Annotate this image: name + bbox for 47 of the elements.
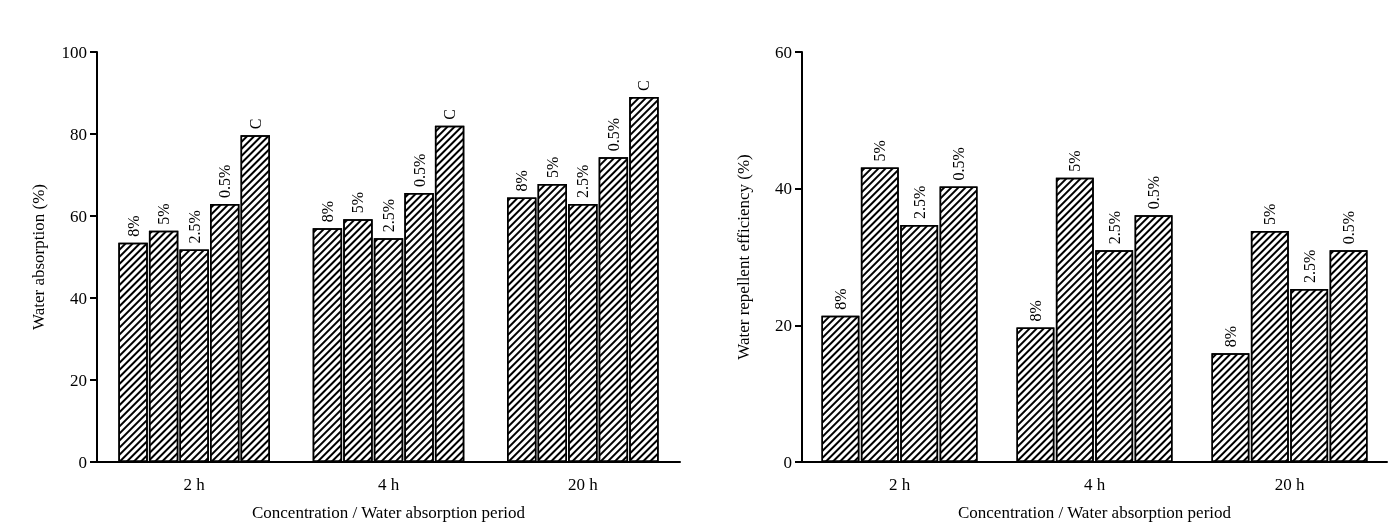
x-axis-title: Concentration / Water absorption period (251, 503, 526, 522)
x-tick-label: 4 h (377, 475, 400, 494)
text: 2.5% (910, 185, 928, 219)
y-tick-label: 40 (70, 288, 87, 308)
text: 0.5% (216, 164, 234, 199)
text: 2.5% (574, 164, 592, 199)
x-axis-title: Concentration / Water absorption period (957, 503, 1232, 522)
text: 0.5% (604, 118, 622, 152)
x-tick-label: 20 h (1274, 475, 1305, 494)
text: 2.5% (1105, 210, 1123, 245)
x-tick-label: 2 h (888, 475, 911, 494)
y-tick-label: 60 (70, 206, 87, 226)
x-tick-label: 4 h (1083, 475, 1106, 494)
y-tick-label: 0 (78, 452, 87, 472)
text: 0.5% (1340, 210, 1358, 245)
text: 8% (124, 215, 142, 237)
y-tick-label: 100 (61, 42, 87, 62)
y-tick-label: 40 (775, 179, 792, 199)
text: 5% (349, 191, 367, 214)
text: 8% (831, 288, 849, 310)
text: 8% (1221, 326, 1239, 348)
y-tick-label: 20 (775, 315, 792, 335)
y-tick-label: 60 (775, 42, 792, 62)
text: 0.5% (410, 153, 428, 188)
y-axis-title: Water repellent efficiency (%) (734, 154, 753, 360)
text: 2.5% (380, 198, 397, 233)
text: C (635, 80, 653, 92)
x-tick-label: 20 h (567, 475, 599, 494)
text: 8% (318, 200, 336, 223)
text: 8% (513, 170, 531, 192)
text: C (246, 118, 264, 130)
x-tick-label: 2 h (183, 475, 206, 494)
text: 5% (1066, 150, 1084, 172)
text: 2.5% (185, 210, 203, 244)
text: 0.5% (1145, 175, 1163, 210)
y-axis-title: Water absorption (%) (29, 184, 48, 330)
text: 5% (1261, 203, 1279, 226)
text: 0.5% (950, 147, 968, 181)
text: 2.5% (1300, 249, 1318, 284)
y-tick-label: 20 (70, 370, 87, 390)
text: C (441, 109, 459, 120)
text: 5% (543, 156, 561, 179)
y-tick-label: 0 (783, 452, 792, 472)
text: 5% (155, 203, 173, 225)
text: 5% (871, 140, 889, 162)
y-tick-label: 80 (70, 124, 87, 144)
text: 8% (1026, 300, 1044, 322)
